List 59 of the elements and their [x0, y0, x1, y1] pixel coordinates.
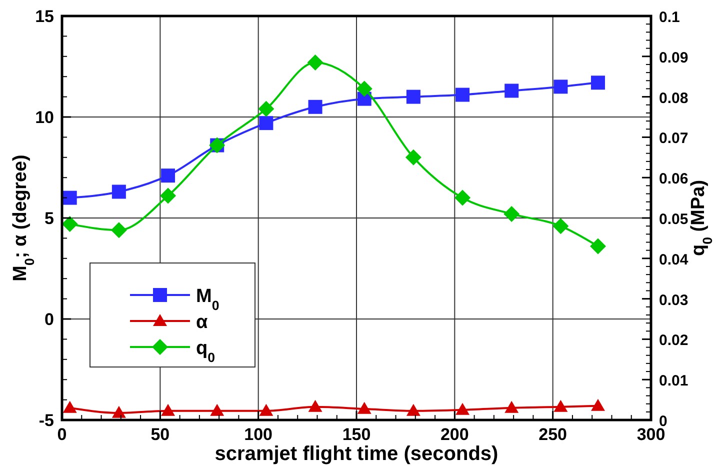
y2-tick-label: 0.03 — [659, 292, 688, 309]
point — [504, 206, 520, 222]
point — [308, 100, 322, 114]
point — [62, 190, 77, 205]
point — [259, 116, 274, 130]
y-tick-label: 0 — [44, 310, 54, 329]
point — [590, 76, 605, 90]
legend-label: α — [196, 312, 208, 333]
x-tick-label: 100 — [244, 425, 273, 444]
point — [456, 402, 470, 415]
point — [504, 400, 519, 413]
y2-tick-label: 0.04 — [659, 251, 689, 268]
legend-label: q$_{0}$ — [196, 338, 216, 364]
x-tick-label: 300 — [636, 425, 666, 444]
x-tick-label: 150 — [342, 425, 371, 444]
y2-tick-label: 0.09 — [659, 49, 688, 66]
y2-tick-label: 0.01 — [659, 372, 688, 390]
point — [456, 88, 470, 102]
point — [161, 168, 176, 183]
x-tick-label: 250 — [538, 425, 568, 444]
point — [62, 216, 78, 232]
point — [62, 400, 77, 413]
point — [552, 218, 569, 234]
point — [356, 80, 372, 97]
point — [504, 84, 519, 98]
y-tick-label: 5 — [44, 209, 54, 228]
y2-tick-label: 0.02 — [659, 332, 688, 350]
point — [590, 238, 606, 254]
y-tick-label: -5 — [38, 411, 54, 430]
y-tick-label: 10 — [35, 108, 54, 127]
x-axis-title: scramjet flight time (seconds) — [214, 443, 498, 465]
x-tick-label: 0 — [57, 425, 67, 444]
point — [161, 404, 176, 416]
y2-tick-label: 0.1 — [659, 9, 680, 26]
legend-label: M$_{0}$ — [196, 286, 220, 312]
y2-tick-label: 0.08 — [659, 90, 688, 107]
x-tick-label: 50 — [150, 425, 170, 444]
y2-tick-label: 0.07 — [659, 130, 688, 148]
y2-tick-label: 0.06 — [659, 170, 688, 188]
point — [110, 222, 127, 238]
point — [112, 406, 126, 418]
point — [406, 90, 420, 104]
point — [590, 398, 605, 411]
point — [112, 184, 126, 199]
point — [554, 400, 568, 412]
point — [554, 80, 568, 94]
point — [454, 190, 471, 206]
x-tick-label: 200 — [440, 425, 469, 444]
point — [259, 404, 274, 416]
point — [357, 402, 372, 414]
point — [405, 149, 422, 166]
point — [406, 404, 420, 416]
point — [210, 404, 224, 416]
point — [307, 54, 324, 70]
point — [308, 400, 322, 412]
y2-tick-label: 0.05 — [659, 211, 688, 228]
point — [258, 100, 274, 117]
y-tick-label: 15 — [35, 7, 54, 26]
point — [160, 188, 176, 204]
